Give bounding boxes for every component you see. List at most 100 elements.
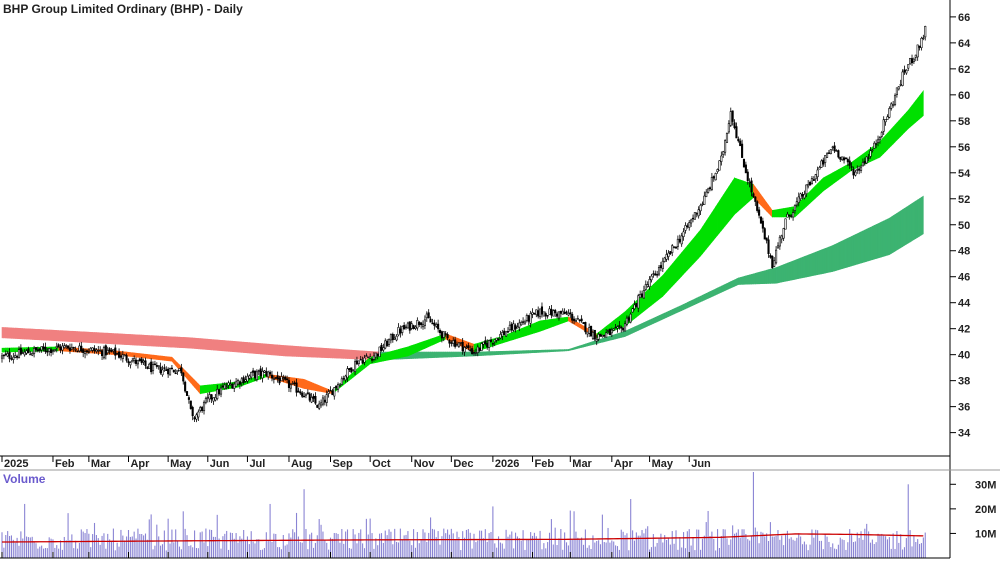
candle-body xyxy=(219,387,223,395)
candle xyxy=(93,345,96,354)
candle xyxy=(446,332,449,341)
x-tick-label: Apr xyxy=(130,458,150,470)
candle xyxy=(318,400,321,411)
candle xyxy=(623,320,627,332)
candle xyxy=(259,365,262,380)
candle xyxy=(389,333,392,344)
candle xyxy=(240,376,243,387)
candle-body xyxy=(21,352,24,354)
candle-body xyxy=(187,397,190,400)
x-tick-label: Feb xyxy=(535,458,555,470)
candle-body xyxy=(809,182,812,186)
candle xyxy=(174,369,177,375)
candle xyxy=(605,328,608,338)
candle-body xyxy=(204,398,207,403)
candle xyxy=(493,339,496,347)
candle-body xyxy=(514,325,517,330)
candle xyxy=(427,309,430,319)
candle xyxy=(384,338,387,350)
candle xyxy=(246,373,249,384)
candle xyxy=(863,157,866,166)
candle xyxy=(412,324,415,330)
candle xyxy=(231,382,234,389)
candle-body xyxy=(606,330,610,332)
candle xyxy=(859,164,863,174)
candle xyxy=(329,386,332,392)
candle-body xyxy=(763,228,766,240)
candle-body xyxy=(227,382,230,386)
candle xyxy=(584,321,587,335)
candle-body xyxy=(63,345,66,348)
candle-body xyxy=(244,379,247,382)
candle-body xyxy=(425,313,428,319)
candle xyxy=(172,369,175,373)
candle xyxy=(512,320,515,332)
candle xyxy=(225,382,228,390)
candle-body xyxy=(465,346,468,348)
candle xyxy=(633,300,636,311)
candle xyxy=(533,312,536,315)
candle-body xyxy=(193,417,196,420)
candle-body xyxy=(686,225,689,227)
candle-body xyxy=(539,308,542,318)
candle-body xyxy=(333,387,336,397)
candle-body xyxy=(50,349,53,353)
candle xyxy=(17,346,21,359)
candle-body xyxy=(846,159,849,163)
candle-body xyxy=(440,331,443,339)
candle xyxy=(814,173,817,183)
candle-body xyxy=(429,318,432,323)
candle-body xyxy=(435,324,438,327)
candle-body xyxy=(803,194,806,199)
candle-body xyxy=(505,331,508,337)
candle-body xyxy=(206,396,209,399)
candle xyxy=(14,351,17,359)
candle xyxy=(905,69,908,75)
candle xyxy=(916,44,919,61)
candle-body xyxy=(573,318,576,321)
candle xyxy=(729,107,732,128)
candle xyxy=(812,176,815,181)
candle-body xyxy=(202,401,206,412)
candle xyxy=(895,87,898,98)
candle xyxy=(197,409,200,421)
candle xyxy=(720,151,723,166)
candle-body xyxy=(59,346,62,351)
candle-body xyxy=(746,171,749,181)
candle xyxy=(167,367,170,378)
y-tick-label: 34 xyxy=(958,428,971,440)
candle xyxy=(686,223,689,229)
candle xyxy=(34,347,38,353)
candle xyxy=(910,54,914,66)
candle-body xyxy=(168,368,172,376)
candle xyxy=(590,325,593,337)
candle xyxy=(571,311,574,324)
candle-body xyxy=(765,237,768,241)
candle-body xyxy=(236,380,240,385)
candle-body xyxy=(42,346,45,349)
candle xyxy=(506,327,510,334)
candle xyxy=(682,228,685,241)
candle-body xyxy=(912,58,915,62)
candle xyxy=(191,405,194,421)
candle xyxy=(835,149,838,152)
candle xyxy=(474,348,477,356)
candle xyxy=(586,331,589,338)
candle-body xyxy=(629,313,632,323)
candle-body xyxy=(563,312,566,315)
candle xyxy=(691,214,695,223)
candle-body xyxy=(212,397,215,402)
candle-body xyxy=(70,346,73,350)
candle xyxy=(195,412,198,423)
y-tick-label: 62 xyxy=(958,64,970,76)
candle xyxy=(469,345,472,353)
candle-body xyxy=(773,260,776,267)
candle-body xyxy=(210,394,213,400)
candle-body xyxy=(304,393,308,396)
candle-body xyxy=(712,176,715,179)
candle-body xyxy=(652,273,655,275)
volume-panel xyxy=(1,472,926,558)
candle xyxy=(348,367,351,373)
candle-body xyxy=(484,340,487,344)
candle-body xyxy=(910,58,914,64)
